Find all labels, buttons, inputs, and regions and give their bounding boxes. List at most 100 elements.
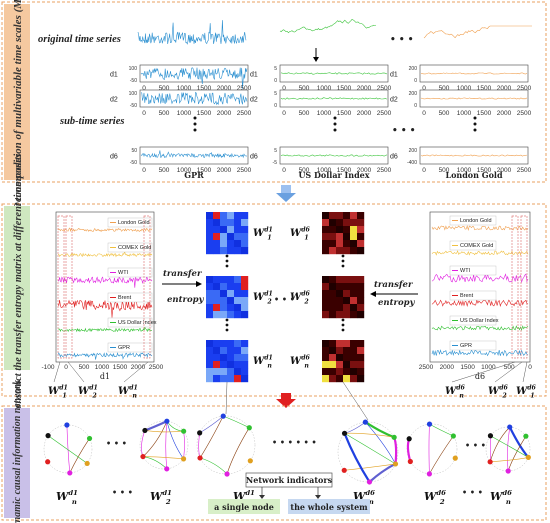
matrix-cell [234,347,242,355]
matrix-cell [322,311,330,319]
network-edge [489,426,511,462]
subplot-line [280,72,388,75]
y-tick-bottom: 0 [274,103,277,109]
x-tick: 500 [439,85,450,92]
matrix-cell [329,240,337,248]
w-symbol: W [56,490,70,503]
matrix-cell [350,297,358,305]
matrix-cell [220,283,228,291]
matrix-cell [206,375,214,383]
matrix-cell [343,226,351,234]
superscript: d1 [162,489,172,497]
network-edge [490,435,529,458]
entropy-label: entropy [167,295,205,305]
series-line [431,325,529,331]
matrix-cell [241,347,249,355]
w-symbol: W [290,292,303,303]
x-tick: 2000 [497,85,512,92]
x-tick: 2000 [497,167,512,174]
x-tick: 500 [79,364,90,371]
matrix-cell [206,247,214,255]
matrix-cell [227,311,235,319]
series-line [431,273,529,284]
x-tick: 2500 [377,167,392,174]
matrix-cell [343,361,351,369]
matrix-cell [234,361,242,369]
leader-line [522,361,528,383]
original-series-london-gold [423,25,532,39]
y-tick-top: 50 [131,148,137,154]
subplot-d2-0: d2 100 -50 0 500 1000 1500 2000 2500 [110,89,252,117]
network-node [164,418,170,424]
legend-box [107,292,153,303]
matrix-cell [343,375,351,383]
ellipsis: • • • [390,35,414,45]
matrix-cell [213,212,221,220]
te-matrix-d1-2 [206,340,249,383]
network-edge [489,435,492,462]
matrix-cell [213,247,221,255]
matrix-cell [336,347,344,355]
level-label: d6 [250,154,258,161]
matrix-cell [350,340,358,348]
subplot-line [140,67,248,89]
subscript: 1 [62,393,66,400]
network-edge [144,430,184,433]
network-node [64,422,70,428]
matrix-cell [227,212,235,220]
level-label: d1 [110,72,118,79]
series-line [57,326,152,333]
vertical-ellipsis-dot [341,264,345,268]
matrix-cell [234,247,242,255]
matrix-cell [241,212,249,220]
whole-system-label: the whole system [290,502,368,512]
network-node [505,468,511,474]
left-series-0: London Gold [57,217,153,233]
matrix-cell [234,212,242,220]
matrix-cell [329,347,337,355]
left-series-5: GPR [57,342,153,360]
level-label: d2 [110,97,118,104]
te-matrix-d1-0 [206,212,249,255]
y-tick-bottom: -50 [130,78,137,84]
x-tick: 1000 [481,364,496,371]
vertical-ellipsis-dot [193,122,197,126]
matrix-cell [234,219,242,227]
matrix-cell [329,297,337,305]
superscript: d6 [365,489,375,497]
x-tick: 0 [282,167,286,174]
level-label: d6 [110,154,118,161]
network-edge [199,415,224,459]
w-symbol: W [253,228,266,239]
matrix-cell [357,276,365,284]
x-tick: 2500 [377,85,392,92]
matrix-cell [241,219,249,227]
arrow-head-icon [259,495,265,499]
matrix-cell [234,368,242,376]
matrix-cell [322,297,330,305]
w-symbol: W [490,490,504,503]
vertical-ellipsis-dot [225,259,229,263]
window-label-d1-1: Wd1 2 [78,385,98,400]
matrix-cell [343,276,351,284]
matrix-cell [227,226,235,234]
matrix-cell [241,283,249,291]
vertical-ellipsis-dot [333,122,337,126]
left-series-2: WTI [57,267,153,288]
panel-title-bg [4,4,30,180]
superscript: d6 [301,291,310,298]
window-label-d6-1: Wd6 2 [488,385,509,400]
matrix-cell [357,361,365,369]
matrix-cell [213,368,221,376]
level-label: d1 [390,72,398,79]
network-edge [344,433,396,465]
x-tick: 2500 [149,364,164,371]
matrix-cell [336,212,344,220]
panel-decomposition: 1. Decomposition of multivariable time s… [1,0,547,221]
matrix-cell [329,247,337,255]
x-tick: 2500 [517,110,532,117]
matrix-cell [357,311,365,319]
x-tick: 2000 [217,167,232,174]
whole-system-box [288,499,370,514]
matrix-cell [220,361,228,369]
